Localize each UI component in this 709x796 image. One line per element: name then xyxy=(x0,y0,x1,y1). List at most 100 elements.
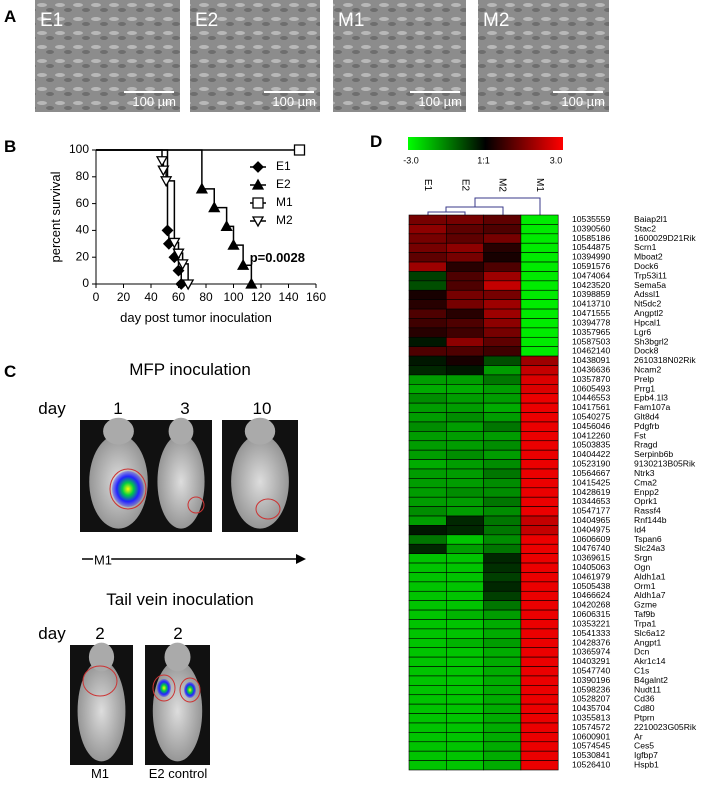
heatmap-cell xyxy=(408,327,447,338)
heatmap-cell xyxy=(445,647,484,658)
heatmap-cell xyxy=(445,619,484,630)
heatmap-cell xyxy=(520,713,559,724)
marker xyxy=(245,277,258,289)
heatmap-cell xyxy=(520,412,559,423)
heatmap-cell xyxy=(445,703,484,714)
heatmap-cell xyxy=(483,318,522,329)
micrograph xyxy=(190,0,320,112)
gene-name: Dock6 xyxy=(634,261,659,271)
heatmap-cell xyxy=(445,459,484,470)
heatmap-cell xyxy=(483,365,522,376)
probe-id: 10413710 xyxy=(572,299,610,309)
heatmap-cell xyxy=(445,327,484,338)
marker xyxy=(293,144,306,156)
heatmap-cell xyxy=(520,384,559,395)
gene-name: Scrn1 xyxy=(634,242,657,252)
probe-id: 10505438 xyxy=(572,581,610,591)
heatmap-cell xyxy=(483,280,522,291)
heatmap-cell xyxy=(483,666,522,677)
heatmap-cell xyxy=(520,506,559,517)
mouse-head xyxy=(88,642,115,672)
probe-id: 10526410 xyxy=(572,760,610,770)
heatmap-cell xyxy=(520,638,559,649)
gene-name: 2210023G05Rik xyxy=(634,722,697,732)
heatmap-cell xyxy=(520,647,559,658)
heatmap-cell xyxy=(445,590,484,601)
image-label: M1 xyxy=(338,10,364,31)
x-tick-label: 120 xyxy=(251,290,271,304)
heatmap-cell xyxy=(483,261,522,272)
heatmap-cell xyxy=(520,703,559,714)
heatmap-cell xyxy=(445,694,484,705)
heatmap-cell xyxy=(520,732,559,743)
heatmap-cell xyxy=(408,336,447,347)
signal xyxy=(112,471,144,507)
heatmap-cell xyxy=(408,449,447,460)
probe-id: 10530841 xyxy=(572,750,610,760)
heatmap-cell xyxy=(483,713,522,724)
probe-id: 10523190 xyxy=(572,459,610,469)
heatmap-cell xyxy=(520,308,559,319)
heatmap-cell xyxy=(445,365,484,376)
heatmap-cell xyxy=(408,318,447,329)
heatmap-cell xyxy=(520,402,559,413)
heatmap-cell xyxy=(520,487,559,498)
heatmap-cell xyxy=(445,355,484,366)
image-label: E1 xyxy=(40,10,63,31)
column-label: E2 xyxy=(459,179,470,192)
heatmap-cell xyxy=(520,572,559,583)
heatmap-cell xyxy=(483,656,522,667)
probe-id: 10606609 xyxy=(572,534,610,544)
marker xyxy=(160,176,173,188)
probe-id: 10412260 xyxy=(572,430,610,440)
probe-id: 10398859 xyxy=(572,289,610,299)
gene-name: Prrg1 xyxy=(634,383,655,393)
heatmap-cell xyxy=(445,393,484,404)
legend-label: E1 xyxy=(276,159,291,173)
x-tick-label: 0 xyxy=(93,290,100,304)
probe-id: 10528207 xyxy=(572,694,610,704)
probe-id: 10417561 xyxy=(572,402,610,412)
heatmap-cell xyxy=(408,355,447,366)
probe-id: 10574572 xyxy=(572,722,610,732)
probe-id: 10438091 xyxy=(572,355,610,365)
mouse-head xyxy=(164,642,191,672)
gene-name: Ptprn xyxy=(634,713,655,723)
heatmap-cell xyxy=(483,572,522,583)
heatmap-cell xyxy=(408,365,447,376)
gene-name: Hspb1 xyxy=(634,760,659,770)
heatmap-cell xyxy=(520,750,559,761)
probe-id: 10585186 xyxy=(572,233,610,243)
title: Tail vein inoculation xyxy=(106,590,253,609)
heatmap-cell xyxy=(520,656,559,667)
heatmap-cell xyxy=(408,431,447,442)
heatmap-cell xyxy=(520,515,559,526)
gene-name: Srgn xyxy=(634,553,652,563)
probe-id: 10540275 xyxy=(572,412,610,422)
heatmap-cell xyxy=(408,732,447,743)
probe-id: 10600901 xyxy=(572,731,610,741)
micrograph xyxy=(35,0,180,112)
heatmap-cell xyxy=(445,760,484,771)
heatmap-cell xyxy=(408,628,447,639)
heatmap-cell xyxy=(445,289,484,300)
probe-id: 10423520 xyxy=(572,280,610,290)
heatmap-cell xyxy=(483,346,522,357)
gene-name: Slc24a3 xyxy=(634,543,665,553)
y-tick-label: 0 xyxy=(82,276,89,290)
heatmap-cell xyxy=(445,271,484,282)
heatmap-cell xyxy=(408,638,447,649)
probe-id: 10403291 xyxy=(572,656,610,666)
heatmap-cell xyxy=(445,261,484,272)
heatmap-cell xyxy=(445,224,484,235)
probe-id: 10344653 xyxy=(572,496,610,506)
heatmap-cell xyxy=(520,449,559,460)
heatmap-cell xyxy=(483,468,522,479)
heatmap-cell xyxy=(483,703,522,714)
annotation: p=0.0028 xyxy=(250,250,305,265)
heatmap-cell xyxy=(445,543,484,554)
probe-id: 10390196 xyxy=(572,675,610,685)
panel-label: A xyxy=(4,7,16,26)
mouse-body xyxy=(77,660,126,762)
heatmap-cell xyxy=(445,384,484,395)
